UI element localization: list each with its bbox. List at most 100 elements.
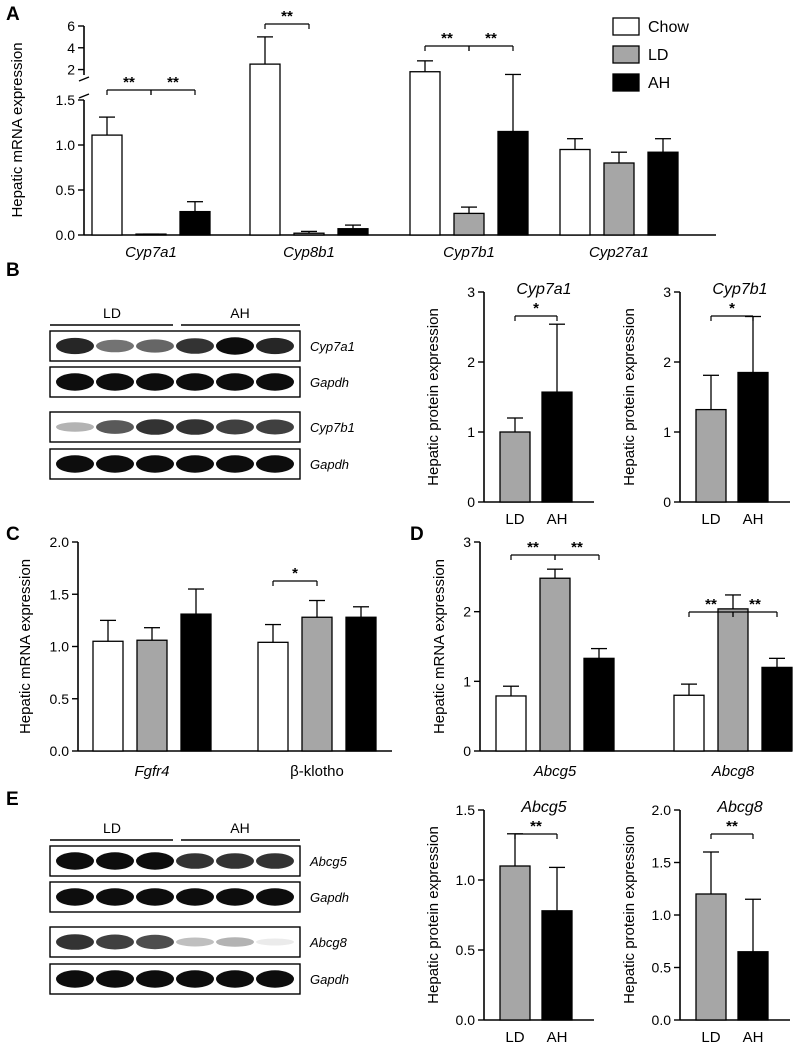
- panel-e-abcg8-title: Abcg8: [716, 799, 762, 816]
- panel-e-abcg5-y-tick-label: 1.0: [456, 872, 476, 888]
- panel-b-cyp7a1-y-tick-label: 0: [467, 494, 475, 510]
- panel-b-blot-band: [176, 338, 214, 354]
- panel-c-x-tick-label: Fgfr4: [134, 763, 169, 780]
- panel-b-cyp7b1-y-tick-label: 0: [663, 494, 671, 510]
- panel-b-cyp7b1-bar: [737, 371, 769, 503]
- panel-a-lower-y-tick-label: 1.0: [56, 137, 76, 153]
- panel-b-blot-band: [176, 455, 214, 473]
- panel-e-blot-band: [176, 937, 214, 947]
- panel-b-blot-band: [136, 373, 174, 391]
- panel-a-bar: [91, 134, 123, 236]
- panel-b-blot-strip-label: Gapdh: [310, 457, 349, 472]
- panel-c-y-label: Hepatic mRNA expression: [17, 559, 34, 734]
- panel-b-blot-band: [96, 455, 134, 473]
- panel-b-cyp7a1-x-tick-label: AH: [547, 511, 568, 528]
- panel-d-bar: [495, 695, 527, 752]
- panel-d-bar: [583, 657, 615, 752]
- panel-d-x-tick-label: Abcg8: [711, 763, 755, 780]
- panel-a-bar: [293, 232, 325, 236]
- panel-c-bar: [345, 616, 377, 752]
- panel-a-significance-label: **: [123, 74, 135, 91]
- panel-b-cyp7a1-y-tick-label: 2: [467, 354, 475, 370]
- panel-b-cyp7a1-y-tick-label: 1: [467, 424, 475, 440]
- panel-d-significance-label: **: [705, 596, 717, 613]
- panel-d-y-tick-label: 0: [463, 743, 471, 759]
- panel-e-blot-band: [56, 970, 94, 988]
- panel-b-blot-band: [56, 337, 94, 355]
- panel-e-abcg5-title: Abcg5: [520, 799, 566, 816]
- panel-b-cyp7b1-x-tick-label: LD: [701, 511, 720, 528]
- panel-e-blot-band: [216, 853, 254, 869]
- panel-a-bar: [453, 212, 485, 236]
- panel-a-bar: [179, 210, 211, 236]
- panel-e-abcg5-significance-label: **: [530, 818, 542, 835]
- panel-b-blot-band: [256, 455, 294, 473]
- panel-b-blot-band: [176, 419, 214, 435]
- panel-a-bar: [337, 228, 369, 236]
- panel-a-bar: [559, 148, 591, 236]
- panel-a-upper-y-tick-label: 2: [67, 62, 75, 78]
- panel-letter-C: C: [6, 524, 20, 545]
- panel-a-significance-label: **: [281, 8, 293, 25]
- panel-b-cyp7b1-y-label: Hepatic protein expression: [621, 308, 638, 486]
- panel-b-blot-band: [136, 455, 174, 473]
- panel-b-blot-strip-label: Cyp7a1: [310, 339, 355, 354]
- panel-e-blot-band: [256, 970, 294, 988]
- panel-d-bar: [761, 666, 793, 752]
- panel-e-blot-band: [256, 888, 294, 906]
- panel-a-y-label: Hepatic mRNA expression: [9, 42, 26, 217]
- legend-swatch: [612, 17, 640, 36]
- panel-d-y-tick-label: 1: [463, 673, 471, 689]
- panel-a-significance-label: **: [167, 74, 179, 91]
- panel-b-blot-band: [96, 420, 134, 434]
- panel-e-blot-band: [256, 853, 294, 869]
- panel-e-blot-band: [256, 938, 294, 946]
- panel-e-abcg5-y-tick-label: 0.0: [456, 1012, 476, 1028]
- panel-a-lower-y-tick-label: 0.0: [56, 227, 76, 243]
- panel-e-blot-band: [136, 852, 174, 870]
- panel-e-abcg8-significance-label: **: [726, 818, 738, 835]
- panel-b-blot-band: [216, 337, 254, 355]
- panel-e-blot-band: [216, 970, 254, 988]
- panel-c-significance-label: *: [292, 565, 298, 582]
- panel-e-abcg8-x-tick-label: LD: [701, 1029, 720, 1046]
- panel-a-lower-y-tick-label: 1.5: [56, 92, 76, 108]
- panel-b-blot-band: [136, 419, 174, 435]
- panel-c-y-tick-label: 1.5: [50, 586, 70, 602]
- panel-e-blot-band: [136, 934, 174, 950]
- panel-e-blot-strip-label: Abcg8: [309, 935, 348, 950]
- panel-e-blot-strip-label: Abcg5: [309, 854, 348, 869]
- panel-e-abcg8-y-tick-label: 2.0: [652, 802, 672, 818]
- panel-e-abcg5-bar: [541, 910, 573, 1021]
- panel-b-blot-band: [256, 337, 294, 355]
- panel-e-blot-band: [96, 852, 134, 870]
- panel-e-abcg5-y-label: Hepatic protein expression: [425, 826, 442, 1004]
- panel-b-blot-strip-label: Gapdh: [310, 375, 349, 390]
- panel-a-bar: [409, 71, 441, 236]
- legend-label: AH: [648, 75, 670, 92]
- panel-b-cyp7b1-significance-label: *: [729, 300, 735, 317]
- panel-a-x-tick-label: Cyp7a1: [125, 244, 177, 261]
- panel-e-blot-band: [136, 970, 174, 988]
- panel-c-bar: [180, 613, 212, 752]
- legend-label: Chow: [648, 19, 689, 36]
- panel-b-blot-group-label: AH: [230, 305, 249, 321]
- panel-e-blot-group-label: LD: [103, 820, 121, 836]
- panel-d-significance-label: **: [527, 539, 539, 556]
- panel-d-y-label: Hepatic mRNA expression: [431, 559, 448, 734]
- panel-a-lower-y-tick-label: 0.5: [56, 182, 76, 198]
- panel-b-cyp7a1-significance-label: *: [533, 300, 539, 317]
- panel-b-cyp7a1-y-tick-label: 3: [467, 284, 475, 300]
- panel-e-blot-band: [96, 888, 134, 906]
- panel-e-abcg8-y-tick-label: 1.5: [652, 855, 672, 871]
- panel-letter-E: E: [6, 789, 19, 810]
- panel-d-bar: [539, 577, 571, 752]
- panel-d-significance-label: **: [571, 539, 583, 556]
- panel-a-upper-y-tick-label: 6: [67, 18, 75, 34]
- panel-b-cyp7b1-x-tick-label: AH: [743, 511, 764, 528]
- panel-d-significance-label: **: [749, 596, 761, 613]
- panel-a-x-tick-label: Cyp8b1: [283, 244, 335, 261]
- panel-b-cyp7b1-y-tick-label: 1: [663, 424, 671, 440]
- panel-b-blot-band: [216, 419, 254, 435]
- panel-b-blot-band: [176, 373, 214, 391]
